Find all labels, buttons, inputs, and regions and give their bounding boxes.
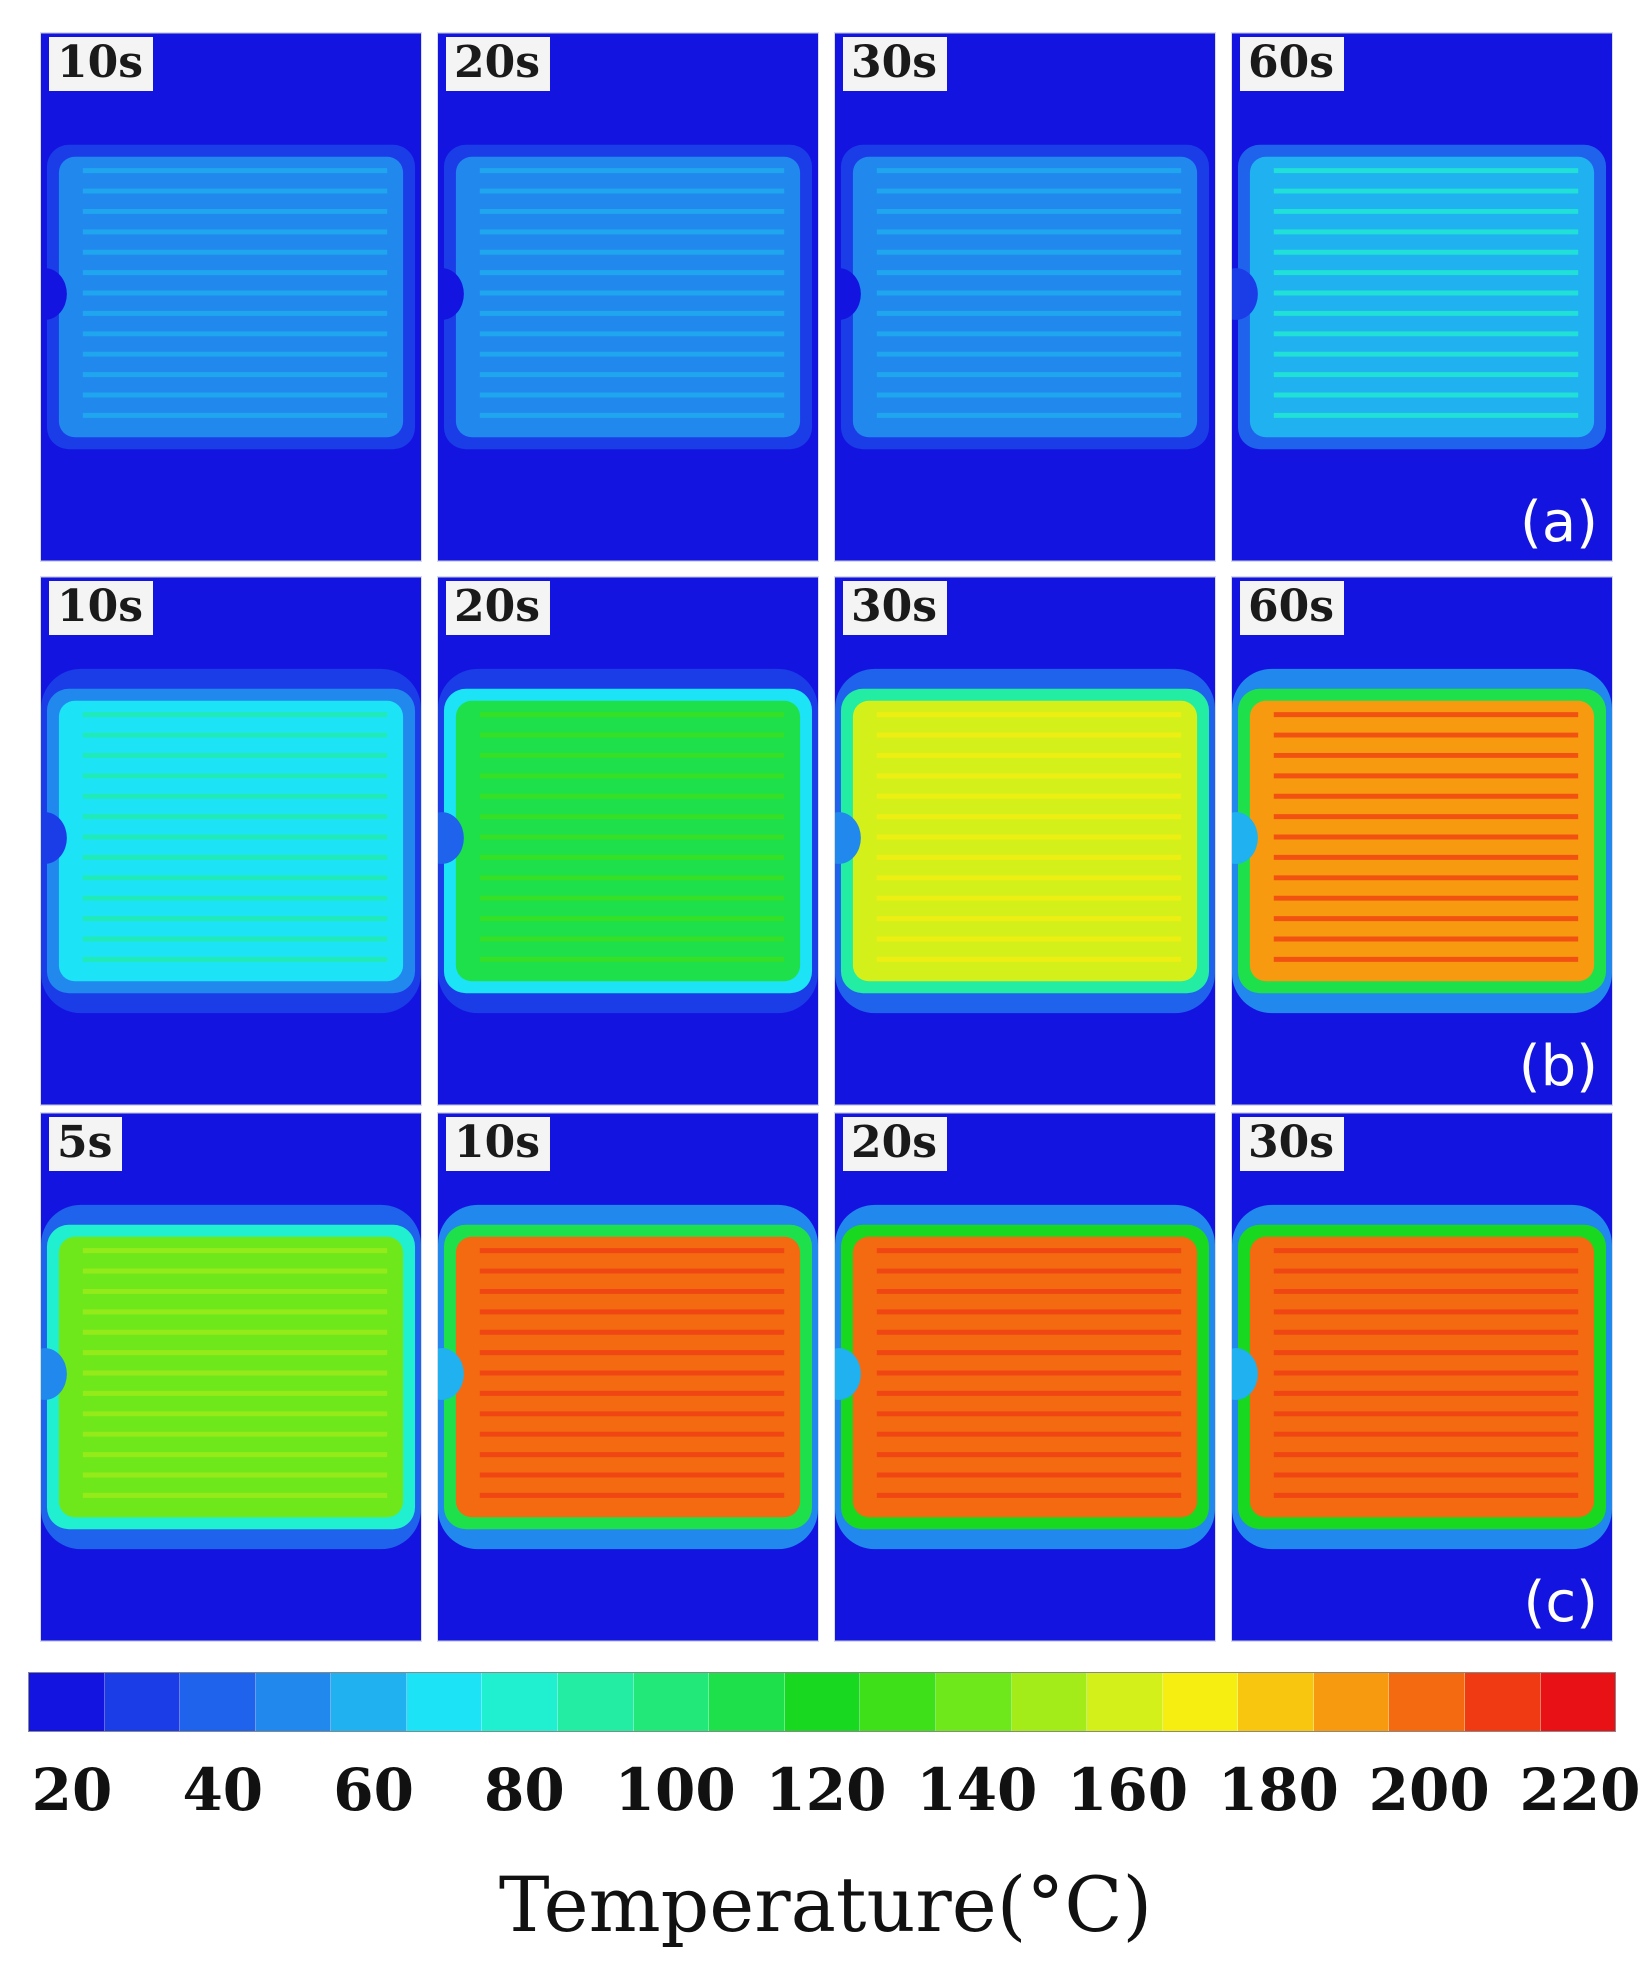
colorbar-tick-label: 20 <box>31 1756 113 1824</box>
thermal-panel: 30s <box>834 32 1216 562</box>
thermal-map <box>41 33 421 561</box>
colorbar-segment <box>1162 1673 1239 1731</box>
thermal-map <box>438 1113 818 1641</box>
colorbar-segment <box>1313 1673 1390 1731</box>
colorbar-segment <box>1389 1673 1465 1731</box>
heater-core <box>1249 1236 1595 1518</box>
colorbar-tick-label: 220 <box>1519 1756 1641 1824</box>
heater-core <box>1249 156 1595 438</box>
thermal-panel: 20s <box>437 576 819 1106</box>
colorbar-tick-label: 200 <box>1368 1756 1490 1824</box>
inlet-notch <box>438 812 464 864</box>
time-label: 10s <box>446 1117 551 1171</box>
inlet-notch <box>835 812 861 864</box>
colorbar-segment <box>104 1673 181 1731</box>
thermal-map <box>1232 33 1612 561</box>
heater-core <box>852 156 1198 438</box>
colorbar-tick-label: 160 <box>1067 1756 1189 1824</box>
thermal-panel: 10s <box>437 1112 819 1642</box>
thermal-map <box>438 577 818 1105</box>
colorbar-segment <box>1087 1673 1163 1731</box>
time-label: 20s <box>446 581 551 635</box>
row-label: (c) <box>1523 1570 1598 1635</box>
time-label: 30s <box>843 37 948 91</box>
row-label: (b) <box>1518 1034 1598 1099</box>
colorbar-segment <box>29 1673 105 1731</box>
time-label: 30s <box>843 581 948 635</box>
colorbar-segment <box>406 1673 483 1731</box>
inlet-notch <box>1232 268 1258 320</box>
colorbar-segment <box>860 1673 936 1731</box>
row-label: (a) <box>1519 490 1598 555</box>
colorbar-segment <box>482 1673 559 1731</box>
colorbar-title: Temperature(°C) <box>498 1860 1153 1949</box>
thermal-panel: 5s <box>40 1112 422 1642</box>
time-label: 10s <box>49 581 154 635</box>
inlet-notch <box>438 1348 464 1400</box>
thermal-panel: 60s (a) <box>1231 32 1613 562</box>
heater-core <box>58 1236 404 1518</box>
thermal-map <box>1232 577 1612 1105</box>
colorbar-tick-label: 120 <box>765 1756 887 1824</box>
colorbar-segment <box>558 1673 634 1731</box>
colorbar-tick-label: 60 <box>333 1756 414 1824</box>
colorbar-segment <box>1238 1673 1314 1731</box>
colorbar-tick-label: 140 <box>916 1756 1038 1824</box>
colorbar-segment <box>255 1673 332 1731</box>
thermal-map <box>41 577 421 1105</box>
time-label: 30s <box>1240 1117 1345 1171</box>
heater-core <box>455 156 801 438</box>
inlet-notch <box>438 268 464 320</box>
temperature-colorbar <box>28 1672 1616 1732</box>
heater-core <box>852 1236 1198 1518</box>
thermal-panel: 30s <box>834 576 1216 1106</box>
colorbar-segment <box>1464 1673 1541 1731</box>
inlet-notch <box>1232 1348 1258 1400</box>
time-label: 60s <box>1240 37 1345 91</box>
thermal-panel: 20s <box>834 1112 1216 1642</box>
colorbar-segment <box>331 1673 407 1731</box>
heater-core <box>455 700 801 982</box>
colorbar-tick-label: 100 <box>614 1756 736 1824</box>
colorbar-tick-label: 80 <box>484 1756 565 1824</box>
time-label: 10s <box>49 37 154 91</box>
thermal-panel: 10s <box>40 576 422 1106</box>
thermal-map <box>438 33 818 561</box>
time-label: 20s <box>843 1117 948 1171</box>
time-label: 20s <box>446 37 551 91</box>
heater-core <box>852 700 1198 982</box>
thermal-panel: 60s (b) <box>1231 576 1613 1106</box>
colorbar-tick-label: 40 <box>182 1756 264 1824</box>
colorbar-segment <box>180 1673 256 1731</box>
colorbar-segment <box>1011 1673 1088 1731</box>
colorbar-segment <box>633 1673 710 1731</box>
thermal-map <box>835 1113 1215 1641</box>
inlet-notch <box>41 1348 67 1400</box>
thermal-panel: 30s (c) <box>1231 1112 1613 1642</box>
colorbar-segment <box>784 1673 861 1731</box>
inlet-notch <box>835 268 861 320</box>
thermal-panel: 20s <box>437 32 819 562</box>
colorbar-tick-label: 180 <box>1217 1756 1339 1824</box>
thermal-panel: 10s <box>40 32 422 562</box>
thermal-map <box>41 1113 421 1641</box>
thermal-map <box>835 33 1215 561</box>
inlet-notch <box>835 1348 861 1400</box>
time-label: 5s <box>49 1117 123 1171</box>
inlet-notch <box>41 268 67 320</box>
heater-core <box>58 156 404 438</box>
inlet-notch <box>41 812 67 864</box>
colorbar-segment <box>1540 1673 1616 1731</box>
thermal-map <box>1232 1113 1612 1641</box>
time-label: 60s <box>1240 581 1345 635</box>
inlet-notch <box>1232 812 1258 864</box>
heater-core <box>1249 700 1595 982</box>
colorbar-segment <box>935 1673 1012 1731</box>
thermal-map <box>835 577 1215 1105</box>
colorbar-segment <box>709 1673 785 1731</box>
heater-core <box>58 700 404 982</box>
heater-core <box>455 1236 801 1518</box>
